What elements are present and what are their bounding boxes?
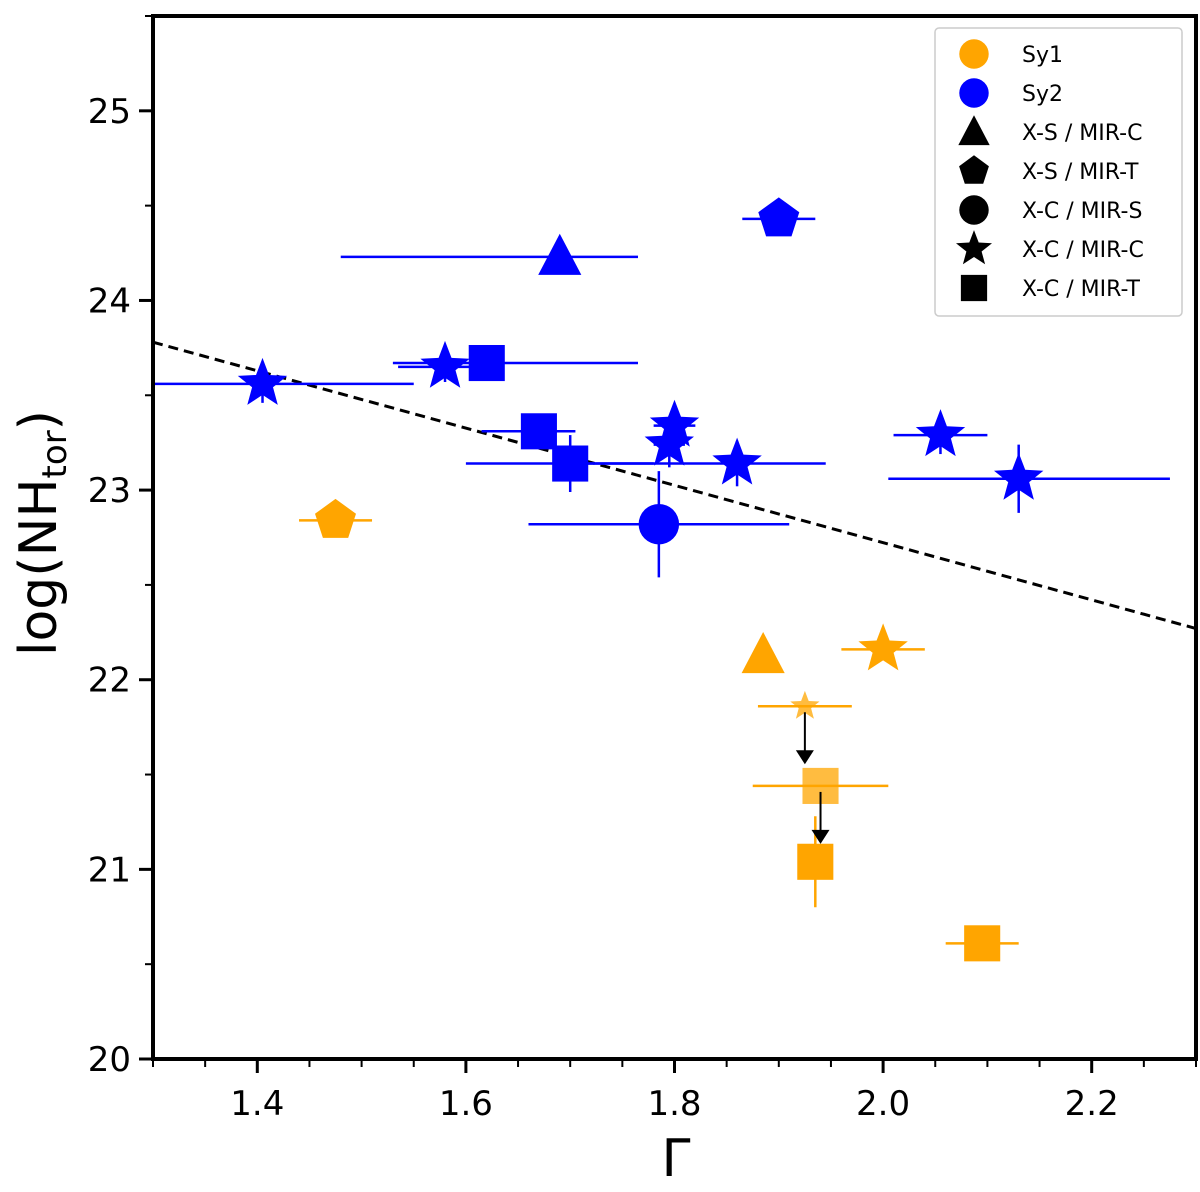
plot-clip-group: [153, 197, 1196, 962]
data-point-sy2-pentagon: [758, 197, 800, 237]
legend-marker-pentagon: [959, 155, 989, 184]
data-point-sy2-star: [237, 357, 288, 405]
legend: Sy1 Sy2 X-S / MIR-C X-S / MIR-T X-C / MIR-S X…: [934, 27, 1183, 317]
fit-line: [153, 340, 1196, 630]
y-axis-label: log(NHtor): [9, 410, 75, 656]
x-axis-label: Γ: [662, 1129, 691, 1189]
data-point-sy1-star: [790, 690, 820, 719]
plot-area: [153, 197, 1196, 962]
data-point-sy2-star: [712, 437, 762, 485]
x-tick-label: 1.4: [230, 1084, 284, 1124]
data-point-sy1-square: [964, 925, 1001, 962]
data-point-sy1-triangle: [741, 631, 785, 674]
axes: 1.4 1.6 1.8 2.0 2.2 20 21 22 23 24 25: [88, 14, 1198, 1124]
data-point-sy2-triangle: [538, 233, 582, 275]
x-tick-label: 1.8: [647, 1084, 701, 1124]
legend-marker-circle: [959, 195, 989, 225]
data-point-sy2-star: [994, 452, 1044, 500]
data-point-sy2-circle: [638, 503, 680, 545]
y-tick-label: 23: [88, 471, 131, 511]
x-tick-label: 2.0: [856, 1084, 910, 1124]
legend-label: X-C / MIR-T: [1022, 277, 1140, 302]
upper-limit-arrow-head: [795, 750, 814, 765]
data-point-sy2-star: [915, 409, 966, 457]
x-tick-label: 2.2: [1065, 1084, 1119, 1124]
data-point-sy2-square: [552, 445, 589, 482]
legend-label: Sy1: [1022, 43, 1063, 68]
y-tick-label: 25: [88, 92, 131, 132]
y-tick-label: 24: [88, 281, 131, 321]
legend-label: X-S / MIR-C: [1022, 121, 1142, 146]
x-tick-label: 1.6: [439, 1084, 493, 1124]
data-point-sy2-square: [520, 413, 557, 450]
legend-label: X-C / MIR-C: [1022, 238, 1144, 263]
upper-limit-arrow-head: [811, 829, 830, 844]
data-point-sy1-pentagon: [315, 498, 356, 538]
legend-label: X-C / MIR-S: [1022, 199, 1142, 224]
legend-marker-circle: [959, 78, 989, 108]
data-point-sy2-star: [420, 340, 470, 388]
data-point-sy2-star: [644, 418, 694, 466]
data-point-sy2-square: [468, 344, 505, 382]
legend-marker-circle: [959, 39, 989, 69]
legend-marker-star: [956, 230, 992, 265]
legend-label: X-S / MIR-T: [1022, 160, 1139, 185]
data-point-sy1-star: [858, 623, 908, 671]
legend-marker-triangle: [958, 115, 990, 146]
y-tick-label: 22: [88, 661, 131, 701]
legend-marker-square: [960, 274, 988, 302]
data-point-sy2-star: [649, 399, 700, 447]
legend-label: Sy2: [1022, 82, 1063, 107]
legend-box: [934, 27, 1183, 317]
data-point-sy1-square: [797, 843, 834, 880]
y-tick-label: 21: [88, 850, 131, 890]
y-tick-label: 20: [88, 1040, 131, 1080]
